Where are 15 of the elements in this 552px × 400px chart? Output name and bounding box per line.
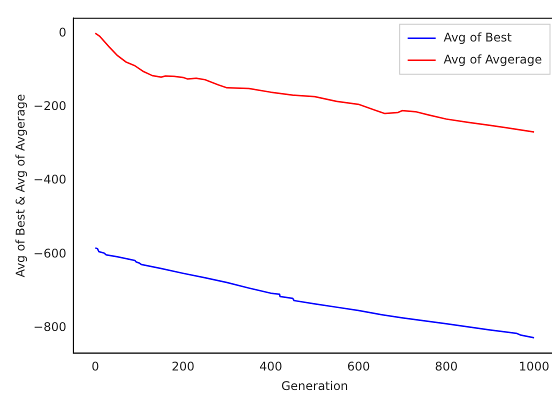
x-tick-label: 400 <box>259 360 282 374</box>
x-tick-label: 800 <box>434 360 458 374</box>
x-tick-label: 1000 <box>518 360 550 374</box>
y-tick-label: −200 <box>33 99 66 114</box>
y-tick-label: −800 <box>33 320 66 334</box>
y-axis-title: Avg of Best & Avg of Avgerage <box>13 94 28 278</box>
legend-label: Avg of Best <box>444 30 512 44</box>
x-tick-label: 0 <box>91 360 100 374</box>
y-tick-label: −400 <box>33 172 66 187</box>
y-tick-label: 0 <box>58 25 66 40</box>
x-tick-label: 200 <box>172 360 195 374</box>
legend-label: Avg of Avgerage <box>444 52 542 66</box>
x-axis-title: Generation <box>281 378 348 393</box>
x-tick-label: 600 <box>347 360 370 374</box>
y-tick-label: −600 <box>33 246 66 260</box>
